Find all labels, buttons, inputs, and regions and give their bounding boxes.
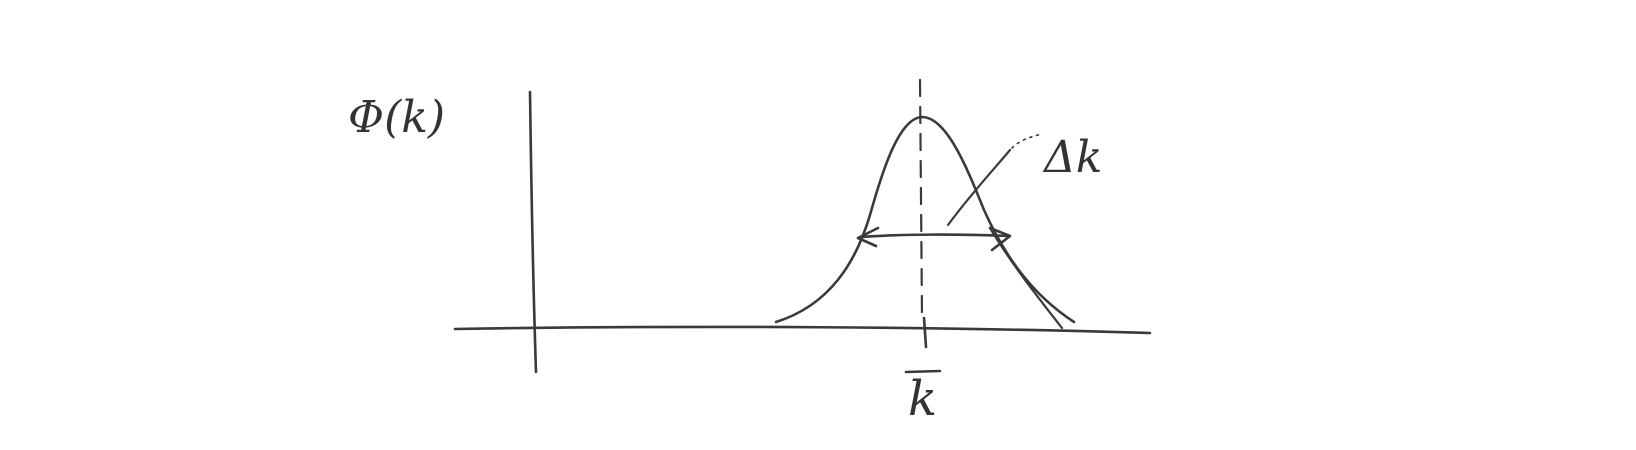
k-bar-label: k <box>908 371 937 427</box>
right-arrowhead <box>988 226 1012 252</box>
y-axis <box>528 90 538 374</box>
center-tick <box>922 316 928 349</box>
left-arrowhead <box>856 226 880 248</box>
delta-k-pointer <box>946 148 1012 227</box>
y-axis-label: Φ(k) <box>348 92 445 143</box>
curve-overdraw <box>988 226 1064 330</box>
x-axis <box>453 325 1152 335</box>
k-bar-overline <box>904 369 942 374</box>
delta-k-arrow-line <box>858 233 1010 239</box>
gaussian-curve <box>774 115 1076 324</box>
delta-k-pointer-dots <box>1011 133 1043 149</box>
center-dashed-line <box>918 78 924 317</box>
delta-k-label: Δk <box>1042 132 1102 183</box>
